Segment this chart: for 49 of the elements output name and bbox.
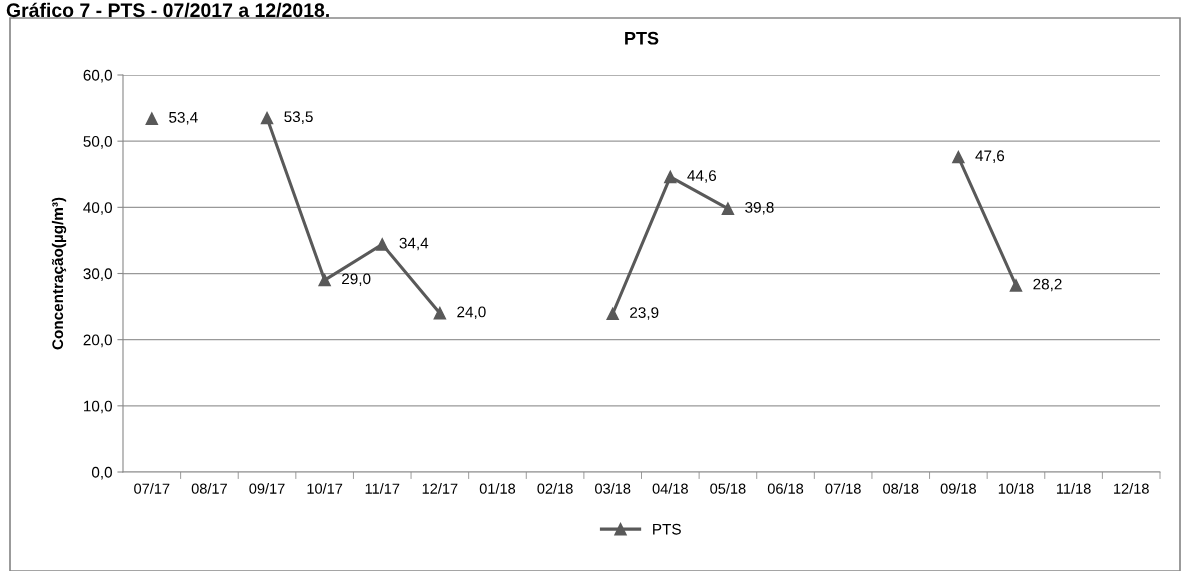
x-tick-label: 02/18	[537, 483, 573, 494]
text: Gráfico 7 - PTS - 07/2017 a 12/2018.	[6, 2, 329, 18]
x-tick-label: 12/18	[1114, 483, 1149, 494]
data-label: 34,4	[399, 237, 429, 251]
point	[145, 112, 159, 125]
point	[1009, 279, 1023, 292]
x-tick-label: 07/17	[134, 483, 170, 494]
y-tick-label: 50,0	[83, 136, 112, 149]
point	[318, 273, 331, 287]
data-label: 24,0	[457, 306, 486, 320]
data-label: 44,6	[687, 170, 717, 183]
data-label: 28,2	[1033, 278, 1062, 292]
x-tick-label: 08/18	[883, 483, 919, 494]
y-tick-label: 20,0	[83, 334, 112, 348]
data-label: 23,9	[630, 307, 659, 320]
x-tick-label: 07/18	[825, 483, 861, 494]
point	[721, 202, 735, 215]
y-tick-label: 60,0	[83, 69, 112, 83]
x-tick-label: 04/18	[652, 483, 688, 494]
x-tick-label: 10/18	[998, 483, 1034, 494]
y-tick-label: 10,0	[84, 400, 112, 414]
data-label: 29,0	[342, 273, 371, 287]
y-tick-label: 40,0	[83, 202, 112, 215]
data-label: 53,5	[284, 111, 313, 124]
x-tick-label: 12/17	[422, 483, 458, 494]
data-label: 39,8	[745, 201, 774, 215]
legend-label: PTS	[653, 523, 681, 535]
x-tick-label: 09/18	[940, 483, 976, 494]
x-tick-label: 08/17	[191, 483, 227, 494]
y-tick-label: 30,0	[83, 268, 112, 281]
x-tick-label: 09/17	[249, 483, 285, 494]
x-tick-label: 06/18	[767, 483, 804, 494]
x-tick-label: 05/18	[710, 483, 746, 494]
point	[952, 150, 965, 164]
x-tick-label: 01/18	[479, 483, 516, 494]
x-tick-label: 03/18	[595, 483, 631, 494]
y-tick-label: 0,0	[91, 466, 112, 480]
y-axis-title: Concentração(µg/m³)	[51, 197, 67, 350]
point	[433, 306, 447, 320]
point	[375, 238, 389, 251]
x-tick-label: 11/18	[1056, 483, 1091, 494]
x-tick-label: 11/17	[365, 483, 400, 494]
data-label: 47,6	[975, 150, 1005, 163]
chart-title: PTS	[625, 31, 659, 45]
point	[664, 170, 677, 184]
point	[606, 307, 619, 321]
x-tick-label: 10/17	[307, 483, 343, 494]
data-label: 53,4	[169, 111, 198, 125]
point	[260, 111, 274, 125]
